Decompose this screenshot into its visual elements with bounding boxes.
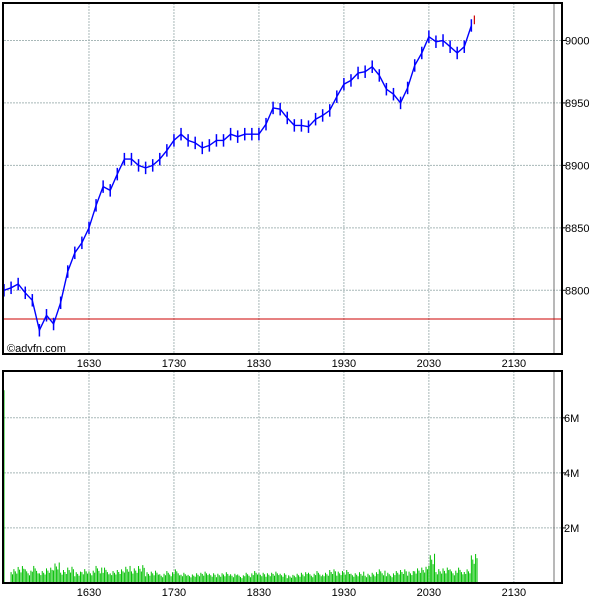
x-tick-label: 1630 [77, 587, 101, 599]
y-tick-label: 8800 [565, 285, 589, 297]
price-line [3, 25, 473, 333]
x-tick-label: 1730 [162, 358, 186, 370]
x-tick-label: 1930 [332, 587, 356, 599]
x-tick-label: 2030 [417, 587, 441, 599]
x-tick-label: 1630 [77, 358, 101, 370]
y-tick-label: 9000 [565, 35, 589, 47]
price-frame [2, 2, 563, 355]
y-tick-label: 8850 [565, 223, 589, 235]
y-tick-label: 8900 [565, 160, 589, 172]
watermark: ©advfn.com [7, 343, 66, 355]
volume-frame [2, 370, 563, 584]
x-tick-label: 1730 [162, 587, 186, 599]
x-tick-label: 1830 [247, 587, 271, 599]
y-tick-label: 4M [564, 468, 579, 480]
price-panel: 1630 1730 1830 1930 2030 2130 8800 8850 8900 8950… [2, 2, 589, 370]
x-tick-label: 1930 [332, 358, 356, 370]
y-tick-label: 6M [564, 413, 579, 425]
x-tick-label: 1830 [247, 358, 271, 370]
volume-panel: 1630 1730 1830 1930 2030 2130 2M 4M 6M [2, 370, 579, 599]
x-tick-label: 2030 [417, 358, 441, 370]
x-tick-label: 2130 [502, 358, 526, 370]
x-tick-label: 2130 [502, 587, 526, 599]
y-tick-label: 2M [564, 523, 579, 535]
y-tick-label: 8950 [565, 98, 589, 110]
